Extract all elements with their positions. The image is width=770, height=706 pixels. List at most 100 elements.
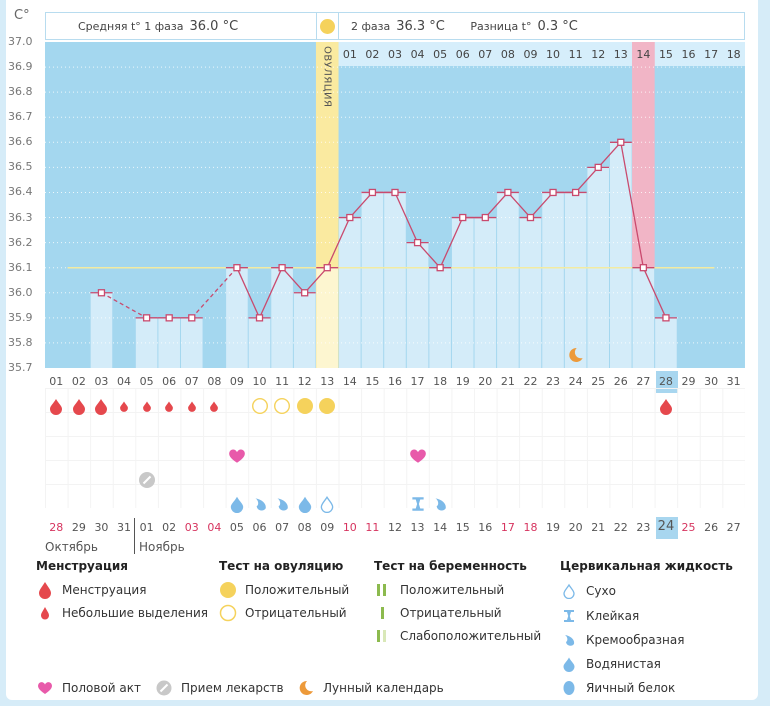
calendar-date-label[interactable]: 22 — [613, 521, 628, 534]
calendar-date-label[interactable]: 21 — [591, 521, 606, 534]
temperature-bar — [293, 292, 316, 368]
calendar-date-label[interactable]: 11 — [365, 521, 380, 534]
temperature-point — [617, 138, 625, 146]
cycle-day-label[interactable]: 24 — [568, 375, 583, 388]
spotting-drop-icon[interactable] — [138, 397, 156, 415]
calendar-date-label[interactable]: 17 — [500, 521, 515, 534]
spotting-drop-icon[interactable] — [183, 397, 201, 415]
cycle-day-label[interactable]: 06 — [162, 375, 177, 388]
cycle-day-label[interactable]: 04 — [117, 375, 132, 388]
cycle-day-label[interactable]: 02 — [71, 375, 86, 388]
calendar-date-label[interactable]: 03 — [184, 521, 199, 534]
calendar-date-label[interactable]: 28 — [49, 521, 64, 534]
legend-pregnancy-positive: Положительный — [374, 581, 504, 599]
cervical-fluid-dry-icon[interactable] — [318, 495, 336, 514]
temperature-point — [97, 289, 106, 297]
calendar-date-label[interactable]: 09 — [320, 521, 335, 534]
cycle-day-label[interactable]: 25 — [591, 375, 606, 388]
y-tick-label: 35.9 — [8, 310, 33, 324]
cycle-day-label[interactable]: 22 — [523, 375, 538, 388]
calendar-date-label[interactable]: 19 — [546, 521, 561, 534]
cycle-day-label[interactable]: 03 — [94, 375, 109, 388]
cycle-day-label[interactable]: 31 — [726, 375, 741, 388]
filled-circle-icon — [219, 581, 237, 599]
calendar-date-label[interactable]: 13 — [410, 521, 425, 534]
cycle-day-label[interactable]: 20 — [478, 375, 493, 388]
calendar-date-label[interactable]: 27 — [726, 521, 741, 534]
temperature-line-segment — [281, 267, 306, 294]
cycle-day-label[interactable]: 29 — [681, 375, 696, 388]
menstruation-drop-icon[interactable] — [92, 397, 110, 415]
calendar-date-label[interactable]: 08 — [297, 521, 312, 534]
cycle-day-label[interactable]: 30 — [704, 375, 719, 388]
spotting-drop-icon[interactable] — [205, 397, 223, 415]
cervical-fluid-creamy-icon[interactable] — [273, 495, 291, 513]
calendar-date-label[interactable]: 16 — [478, 521, 493, 534]
cervical-fluid-creamy-icon[interactable] — [251, 495, 269, 513]
menstruation-drop-icon[interactable] — [657, 397, 675, 415]
legend-label: Менструация — [62, 583, 147, 597]
calendar-date-label[interactable]: 04 — [207, 521, 222, 534]
y-tick-label: 36.4 — [8, 185, 33, 199]
legend-fluid-watery: Водянистая — [560, 655, 661, 673]
cycle-day-label[interactable]: 10 — [252, 375, 267, 388]
calendar-date-label[interactable]: 30 — [94, 521, 109, 534]
spotting-drop-icon[interactable] — [160, 397, 178, 415]
cycle-day-label[interactable]: 26 — [613, 375, 628, 388]
temperature-point — [233, 264, 241, 272]
cycle-day-label[interactable]: 27 — [636, 375, 651, 388]
cervical-fluid-watery-icon[interactable] — [296, 495, 314, 513]
calendar-date-label[interactable]: 26 — [704, 521, 719, 534]
cycle-day-label[interactable]: 16 — [387, 375, 402, 388]
calendar-date-label[interactable]: 02 — [162, 521, 177, 534]
legend-spotting: Небольшие выделения — [36, 604, 208, 622]
calendar-date-label[interactable]: 07 — [275, 521, 290, 534]
pill-icon[interactable] — [138, 471, 156, 489]
calendar-date-label[interactable]: 12 — [387, 521, 402, 534]
calendar-date-label[interactable]: 06 — [252, 521, 267, 534]
cycle-day-label[interactable]: 28 — [658, 375, 673, 388]
cervical-fluid-sticky-icon[interactable] — [409, 495, 427, 513]
calendar-date-label[interactable]: 29 — [71, 521, 86, 534]
cycle-day-label[interactable]: 21 — [500, 375, 515, 388]
calendar-date-label[interactable]: 15 — [455, 521, 470, 534]
cycle-day-label[interactable]: 17 — [410, 375, 425, 388]
cycle-day-label[interactable]: 09 — [229, 375, 244, 388]
menstruation-drop-icon[interactable] — [70, 397, 88, 415]
menstruation-drop-icon[interactable] — [47, 397, 65, 415]
calendar-date-label[interactable]: 14 — [433, 521, 448, 534]
cycle-day-label[interactable]: 11 — [275, 375, 290, 388]
cycle-day-label[interactable]: 15 — [365, 375, 380, 388]
calendar-date-label[interactable]: 05 — [229, 521, 244, 534]
cycle-day-label[interactable]: 23 — [546, 375, 561, 388]
cycle-day-label[interactable]: 01 — [49, 375, 64, 388]
heart-icon[interactable] — [409, 447, 427, 465]
spotting-drop-icon[interactable] — [115, 397, 133, 415]
ovulation-test-positive-icon[interactable] — [296, 397, 314, 415]
calendar-date-label[interactable]: 10 — [342, 521, 357, 534]
cycle-day-label[interactable]: 08 — [207, 375, 222, 388]
legend-cervical-fluid-title: Цервикальная жидкость — [560, 559, 733, 573]
ovulation-test-negative-icon[interactable] — [251, 397, 269, 415]
cervical-fluid-creamy-icon[interactable] — [431, 495, 449, 513]
heart-icon[interactable] — [228, 447, 246, 465]
calendar-date-label[interactable]: 24 — [657, 519, 675, 534]
cycle-day-label[interactable]: 07 — [184, 375, 199, 388]
calendar-date-label[interactable]: 01 — [139, 521, 154, 534]
cervical-fluid-watery-icon[interactable] — [228, 495, 246, 513]
calendar-date-label[interactable]: 23 — [636, 521, 651, 534]
calendar-date-label[interactable]: 25 — [681, 521, 696, 534]
cycle-day-label[interactable]: 19 — [455, 375, 470, 388]
faint-bar-icon — [374, 627, 392, 645]
temperature-line-segment — [417, 242, 441, 269]
calendar-date-label[interactable]: 18 — [523, 521, 538, 534]
cycle-day-label[interactable]: 12 — [297, 375, 312, 388]
cycle-day-label[interactable]: 18 — [433, 375, 448, 388]
ovulation-test-positive-icon[interactable] — [318, 397, 336, 415]
ovulation-test-negative-icon[interactable] — [273, 397, 291, 415]
cycle-day-label[interactable]: 14 — [342, 375, 357, 388]
calendar-date-label[interactable]: 20 — [568, 521, 583, 534]
cycle-day-label[interactable]: 13 — [320, 375, 335, 388]
cycle-day-label[interactable]: 05 — [139, 375, 154, 388]
calendar-date-label[interactable]: 31 — [117, 521, 132, 534]
